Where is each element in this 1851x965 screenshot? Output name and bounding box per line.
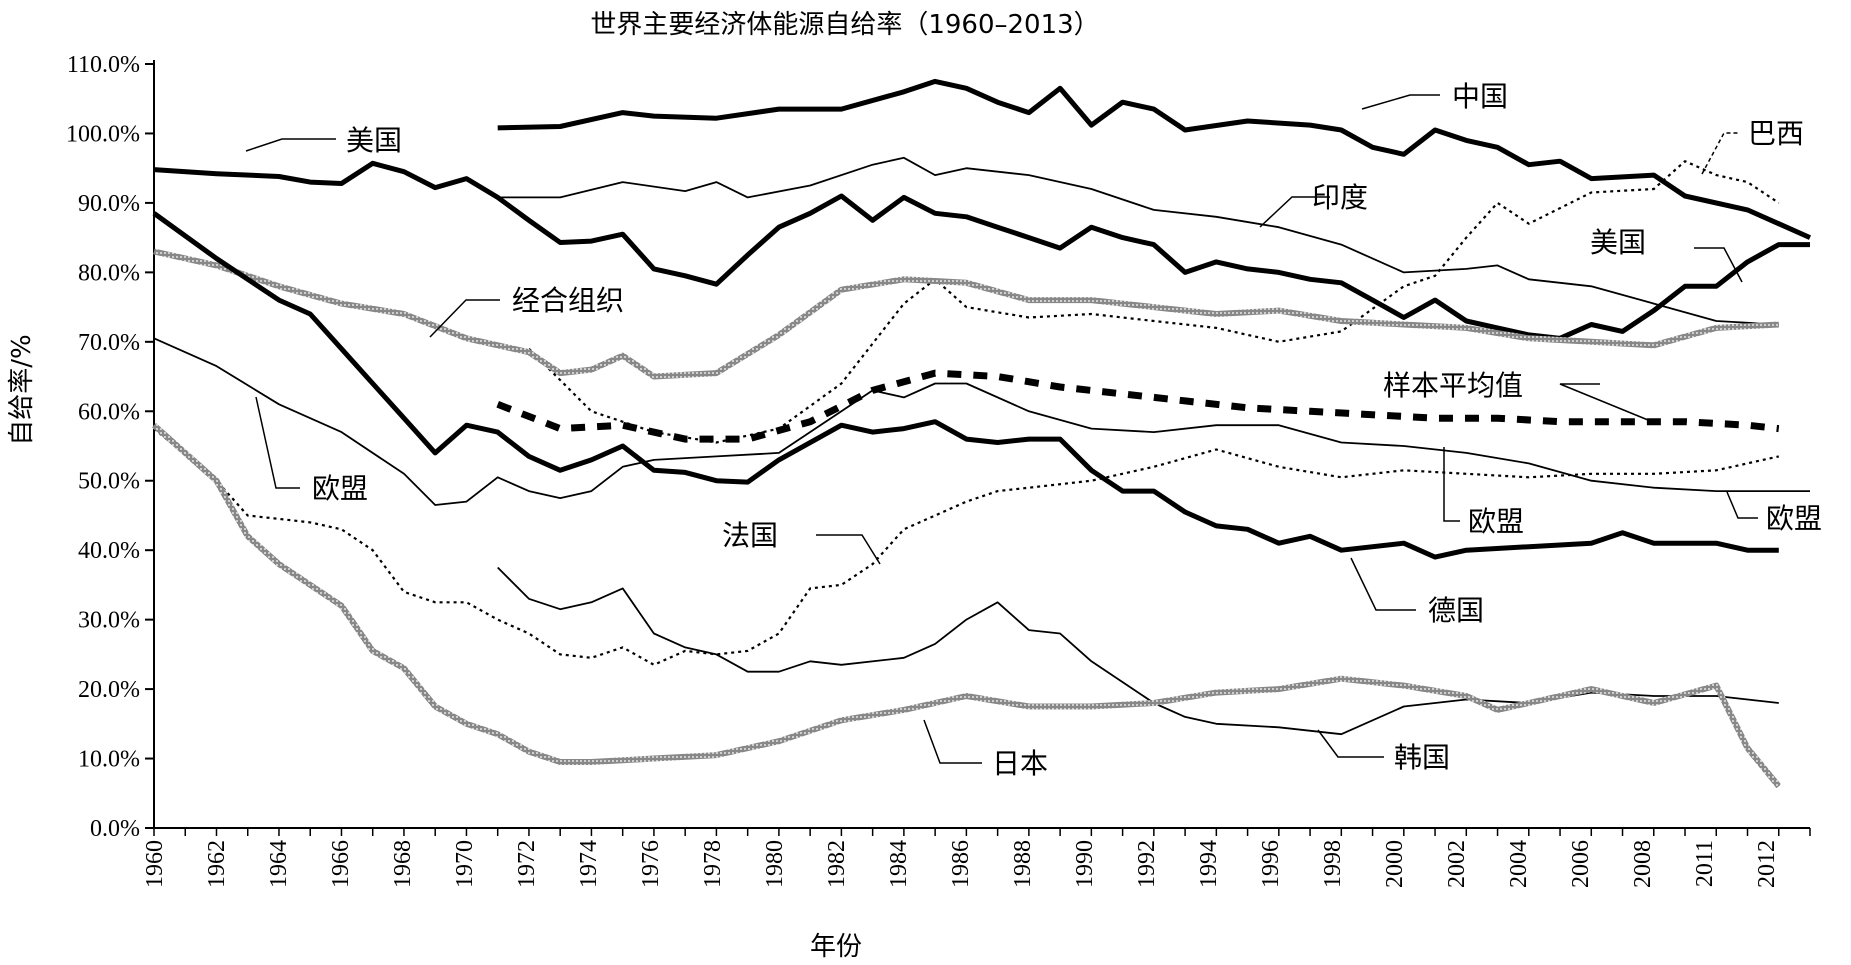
y-axis-title: 自给率/%: [7, 334, 37, 445]
label-eu-right: 欧盟: [1726, 491, 1822, 535]
leader-line-eu-left: [255, 396, 300, 489]
x-tick-label: 1962: [204, 840, 230, 888]
y-tick-label: 90.0%: [78, 191, 140, 217]
x-tick-label: 1992: [1134, 840, 1160, 888]
annotation-china: 中国: [1452, 80, 1508, 113]
series-line: [152, 211, 1779, 560]
series-line: [153, 427, 1780, 666]
leader-line-france: [816, 534, 881, 565]
x-tick-label: 2008: [1630, 840, 1656, 888]
label-oecd: 经合组织: [429, 284, 624, 338]
leader-line-japan: [923, 719, 982, 764]
y-tick-label: 30.0%: [78, 608, 140, 634]
label-sample-average: 样本平均值: [1383, 369, 1649, 421]
x-tick-label: 1968: [390, 840, 416, 888]
x-tick-label: 2012: [1754, 840, 1780, 888]
y-tick-label: 40.0%: [78, 538, 140, 564]
x-tick-label: 1984: [886, 840, 912, 888]
label-france: 法国: [722, 519, 881, 565]
label-eu-mid: 欧盟: [1443, 447, 1524, 538]
series-line: [153, 248, 1779, 380]
label-japan: 日本: [923, 719, 1048, 780]
y-tick-label: 100.0%: [66, 121, 140, 147]
x-tick-label: 2006: [1568, 840, 1594, 888]
label-usa-top: 美国: [245, 124, 402, 157]
leader-line-germany: [1350, 557, 1416, 611]
annotation-korea: 韩国: [1394, 741, 1450, 774]
label-korea: 韩国: [1317, 729, 1450, 774]
leader-line-usa-top: [245, 138, 336, 152]
x-tick-label: 2011: [1692, 840, 1718, 887]
annotation-germany: 德国: [1428, 594, 1484, 627]
x-tick-label: 2000: [1382, 840, 1408, 888]
annotation-eu-right: 欧盟: [1766, 502, 1822, 535]
leader-line-eu-mid: [1443, 447, 1460, 522]
label-china: 中国: [1361, 80, 1508, 113]
leader-line-india: [1259, 196, 1330, 228]
label-germany: 德国: [1350, 557, 1484, 627]
x-tick-label: 1980: [762, 840, 788, 888]
label-brazil: 巴西: [1701, 117, 1804, 175]
x-tick-label: 1978: [700, 840, 726, 888]
annotation-usa-right: 美国: [1590, 226, 1646, 259]
annotation-brazil: 巴西: [1748, 117, 1804, 150]
annotation-sample-average: 样本平均值: [1383, 369, 1523, 402]
x-tick-label: 1960: [142, 840, 168, 888]
label-eu-left: 欧盟: [255, 396, 368, 505]
annotation-eu-mid: 欧盟: [1468, 505, 1524, 538]
x-tick-label: 1988: [1010, 840, 1036, 888]
series-line: [496, 369, 1780, 443]
leader-line-korea: [1317, 729, 1384, 758]
y-tick-label: 60.0%: [78, 399, 140, 425]
leader-line-eu-right: [1726, 491, 1758, 519]
x-axis-title: 年份: [810, 932, 862, 962]
leader-line-china: [1361, 94, 1440, 110]
chart-title: 世界主要经济体能源自给率（1960–2013）: [590, 10, 1099, 40]
series-line: [528, 160, 1780, 444]
x-tick-label: 2002: [1444, 840, 1470, 888]
x-tick-label: 1972: [514, 840, 540, 888]
x-axis: 1960 1962 1964 1966 1968 1970 1972 1974 1976 1978…: [142, 827, 1811, 888]
x-tick-label: 2004: [1506, 840, 1532, 888]
label-usa-right: 美国: [1590, 226, 1743, 283]
x-tick-label: 1986: [948, 840, 974, 888]
leader-line-sample-average: [1559, 383, 1649, 421]
y-tick-label: 10.0%: [78, 747, 140, 773]
x-tick-label: 1996: [1258, 840, 1284, 888]
x-tick-label: 1994: [1196, 840, 1222, 888]
series-line: [497, 566, 1779, 736]
y-tick-label: 70.0%: [78, 330, 140, 356]
x-tick-label: 1998: [1320, 840, 1346, 888]
x-tick-label: 1982: [824, 840, 850, 888]
annotation-japan: 日本: [992, 747, 1048, 780]
leader-line-brazil: [1701, 132, 1738, 175]
annotation-usa-top: 美国: [346, 124, 402, 157]
x-tick-label: 1976: [638, 840, 664, 888]
leader-line-usa-right: [1694, 247, 1743, 283]
label-india: 印度: [1259, 181, 1368, 228]
series-line: [152, 422, 1782, 789]
y-tick-label: 50.0%: [78, 469, 140, 495]
y-axis: 0.0% 10.0% 20.0% 30.0% 40.0% 50.0% 60.0% 70.0% 8…: [66, 52, 155, 842]
annotation-oecd: 经合组织: [512, 284, 624, 317]
x-tick-label: 1970: [452, 840, 478, 888]
x-tick-label: 1964: [266, 840, 292, 888]
x-tick-label: 1966: [328, 840, 354, 888]
x-tick-label: 1990: [1072, 840, 1098, 888]
x-tick-label: 1974: [576, 840, 602, 888]
annotation-eu-left: 欧盟: [312, 472, 368, 505]
series-line: [497, 156, 1779, 326]
annotation-france: 法国: [722, 519, 778, 552]
leader-line-oecd: [429, 299, 500, 338]
y-tick-label: 110.0%: [67, 52, 140, 78]
series-line: [153, 337, 1810, 506]
y-tick-label: 20.0%: [78, 677, 140, 703]
series-layer: [152, 78, 1812, 789]
y-tick-label: 80.0%: [78, 260, 140, 286]
annotation-india: 印度: [1312, 181, 1368, 214]
series-line: [497, 78, 1812, 240]
y-tick-label: 0.0%: [90, 816, 140, 842]
